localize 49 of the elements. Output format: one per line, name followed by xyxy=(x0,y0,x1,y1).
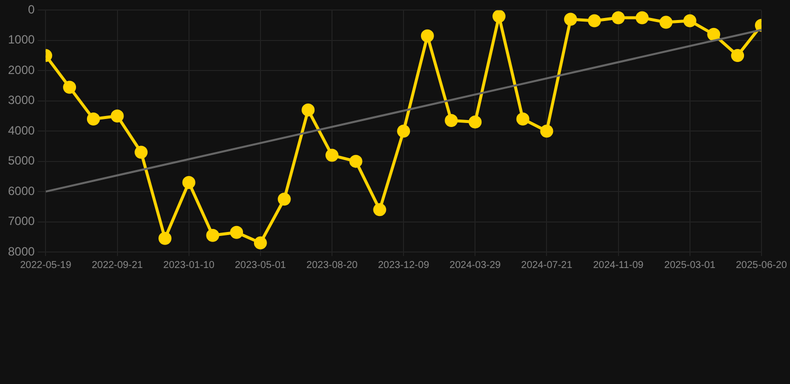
x-tick-label: 2023-08-20 xyxy=(306,260,358,271)
point xyxy=(278,192,291,206)
y-tick-label: 8000 xyxy=(8,244,36,258)
x-tick-label: 2024-03-29 xyxy=(450,260,502,271)
point xyxy=(420,29,434,42)
y-tick-label: 2000 xyxy=(8,62,36,77)
point xyxy=(516,112,530,126)
point xyxy=(636,11,649,24)
y-tick-label: 3000 xyxy=(8,93,36,108)
x-tick-label: 2024-07-21 xyxy=(521,260,573,271)
point xyxy=(564,12,578,26)
point xyxy=(230,226,244,239)
point xyxy=(588,14,601,28)
y-tick-label: 7000 xyxy=(8,214,36,228)
point xyxy=(302,103,315,116)
point xyxy=(683,14,696,28)
x-tick-label: 2025-06-20 xyxy=(736,260,788,271)
point xyxy=(707,28,720,41)
point xyxy=(373,203,386,216)
point xyxy=(659,16,672,29)
point xyxy=(540,124,554,138)
point xyxy=(349,154,362,168)
x-tick-label: 2023-01-10 xyxy=(163,260,215,271)
y-tick-label: 1000 xyxy=(8,32,36,47)
point xyxy=(134,146,148,159)
point xyxy=(444,114,458,128)
point xyxy=(110,109,124,122)
x-tick-label: 2022-05-19 xyxy=(20,260,72,271)
point xyxy=(468,116,482,129)
y-tick-label: 0 xyxy=(28,2,36,17)
point xyxy=(612,11,625,24)
point xyxy=(63,80,76,94)
point xyxy=(158,232,172,245)
point xyxy=(325,148,338,162)
point xyxy=(492,10,506,23)
point xyxy=(254,236,267,250)
point xyxy=(86,112,100,126)
point xyxy=(397,124,410,138)
x-tick-label: 2023-05-01 xyxy=(234,260,286,271)
x-tick-label: 2024-11-09 xyxy=(593,260,644,271)
x-tick-label: 2023-12-09 xyxy=(378,260,430,271)
y-tick-label: 6000 xyxy=(8,184,36,198)
point xyxy=(182,176,196,189)
point xyxy=(731,49,744,62)
x-tick-label: 2025-03-01 xyxy=(664,260,716,271)
y-tick-label: 4000 xyxy=(8,123,36,138)
x-tick-label: 2022-09-21 xyxy=(92,260,144,271)
y-tick-label: 5000 xyxy=(8,154,36,168)
point xyxy=(206,228,220,242)
